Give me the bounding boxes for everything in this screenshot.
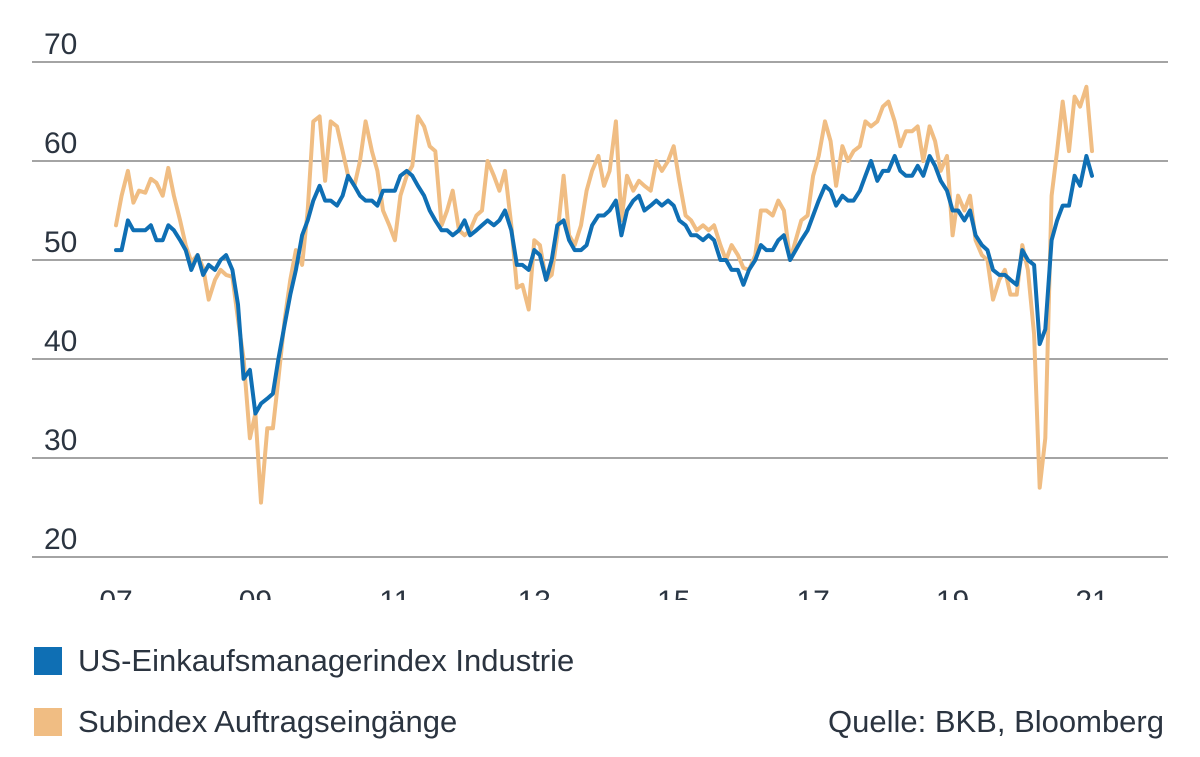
y-tick-label: 70 [44, 28, 77, 61]
series-line-pmi [114, 154, 1094, 416]
legend-item-orders: Subindex Auftragseingänge [34, 704, 457, 740]
y-axis-labels: 70 60 50 40 30 20 [44, 28, 77, 556]
y-tick-label: 20 [44, 523, 77, 556]
grid-lines [32, 61, 1168, 558]
legend-item-pmi: US-Einkaufsmanagerindex Industrie [34, 643, 574, 679]
source-note: Quelle: BKB, Bloomberg [827, 704, 1164, 739]
x-tick-label: 21 [1075, 585, 1108, 600]
legend-swatch-pmi [34, 647, 62, 675]
legend-label-orders: Subindex Auftragseingänge [78, 704, 458, 739]
x-tick-label: 19 [936, 585, 969, 600]
series-line-orders [114, 84, 1094, 505]
y-tick-label: 60 [44, 127, 77, 160]
x-tick-label: 13 [518, 585, 551, 600]
x-tick-label: 07 [99, 585, 132, 600]
y-tick-label: 50 [44, 226, 77, 259]
x-tick-label: 11 [379, 585, 410, 600]
x-axis-labels: 07 09 11 13 15 17 19 21 [99, 585, 1108, 600]
x-tick-label: 09 [239, 585, 272, 600]
series-lines [114, 84, 1094, 505]
y-tick-label: 40 [44, 325, 77, 358]
x-tick-label: 17 [796, 585, 829, 600]
line-chart: 70 60 50 40 30 20 07 09 11 13 15 17 19 21 [32, 28, 1168, 600]
legend-label-pmi: US-Einkaufsmanagerindex Industrie [78, 643, 575, 678]
x-tick-label: 15 [657, 585, 690, 600]
y-tick-label: 30 [44, 424, 77, 457]
legend-swatch-orders [34, 708, 62, 736]
